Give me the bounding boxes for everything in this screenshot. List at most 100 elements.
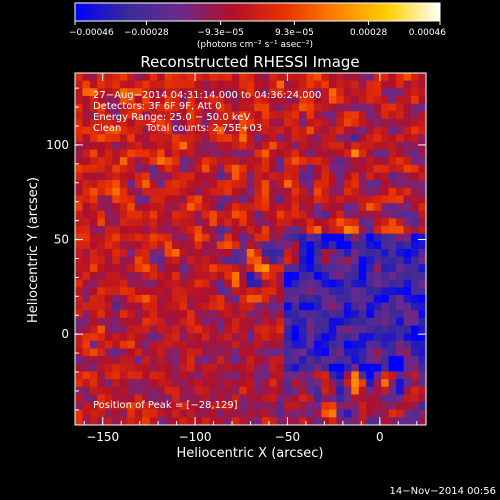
heatmap-cell xyxy=(269,111,278,120)
heatmap-cell xyxy=(381,141,390,150)
heatmap-cell xyxy=(246,210,255,219)
heatmap-cell xyxy=(246,340,255,349)
heatmap-cell xyxy=(291,172,300,181)
heatmap-cell xyxy=(411,249,419,258)
heatmap-cell xyxy=(231,256,240,265)
heatmap-cell xyxy=(179,157,188,166)
heatmap-cell xyxy=(231,218,240,227)
heatmap-cell xyxy=(284,340,292,349)
heatmap-cell xyxy=(231,302,240,311)
heatmap-cell xyxy=(336,203,345,212)
heatmap-cell xyxy=(321,302,330,311)
heatmap-cell xyxy=(373,157,382,166)
heatmap-cell xyxy=(149,187,158,196)
heatmap-cell xyxy=(284,317,292,326)
heatmap-cell xyxy=(396,371,404,380)
heatmap-cell xyxy=(403,241,412,250)
heatmap-cell xyxy=(172,88,180,97)
heatmap-cell xyxy=(246,379,255,388)
heatmap-cell xyxy=(179,371,188,380)
peak-position-text: Position of Peak = [−28,129] xyxy=(93,400,238,411)
heatmap-cell xyxy=(388,233,397,242)
heatmap-cell xyxy=(366,302,375,311)
heatmap-cell xyxy=(179,394,188,403)
heatmap-cell xyxy=(149,379,158,388)
heatmap-cell xyxy=(246,348,255,357)
heatmap-cell xyxy=(336,157,345,166)
heatmap-cell xyxy=(172,371,180,380)
heatmap-cell xyxy=(224,134,233,143)
heatmap-cell xyxy=(336,195,345,204)
heatmap-cell xyxy=(396,379,404,388)
heatmap-cell xyxy=(306,279,315,288)
heatmap-cell xyxy=(104,172,113,181)
heatmap-cell xyxy=(201,95,210,105)
heatmap-cell xyxy=(231,333,240,342)
heatmap-cell xyxy=(89,187,98,196)
heatmap-cell xyxy=(358,271,367,281)
heatmap-cell xyxy=(418,402,426,411)
heatmap-cell xyxy=(97,356,106,365)
heatmap-cell xyxy=(246,363,255,372)
heatmap-cell xyxy=(239,264,248,273)
heatmap-cell xyxy=(313,80,322,89)
heatmap-cell xyxy=(201,118,210,127)
heatmap-cell xyxy=(418,348,426,357)
heatmap-cell xyxy=(381,241,390,250)
heatmap-cell xyxy=(291,394,300,403)
heatmap-cell xyxy=(284,172,292,181)
heatmap-cell xyxy=(157,95,166,105)
heatmap-cell xyxy=(396,73,404,82)
heatmap-cell xyxy=(403,164,412,173)
heatmap-cell xyxy=(388,218,397,227)
heatmap-cell xyxy=(321,187,330,196)
heatmap-cell xyxy=(127,302,136,311)
heatmap-cell xyxy=(411,210,419,219)
heatmap-cell xyxy=(343,95,352,105)
heatmap-cell xyxy=(276,302,285,311)
heatmap-cell xyxy=(351,294,360,303)
heatmap-cell xyxy=(343,310,352,319)
heatmap-cell xyxy=(328,95,337,105)
heatmap-cell xyxy=(261,203,270,212)
heatmap-cell xyxy=(104,317,113,326)
heatmap-cell xyxy=(381,348,390,357)
heatmap-cell xyxy=(284,363,292,372)
heatmap-cell xyxy=(343,294,352,303)
heatmap-cell xyxy=(97,111,106,120)
heatmap-cell xyxy=(164,141,173,150)
heatmap-cell xyxy=(328,103,337,112)
heatmap-cell xyxy=(321,256,330,265)
y-tick-label: 50 xyxy=(54,233,69,247)
heatmap-cell xyxy=(127,134,136,143)
heatmap-cell xyxy=(396,356,404,365)
heatmap-cell xyxy=(403,233,412,242)
heatmap-cell xyxy=(313,103,322,112)
heatmap-cell xyxy=(201,249,210,258)
heatmap-cell xyxy=(239,126,248,135)
heatmap-cell xyxy=(216,363,225,372)
heatmap-cell xyxy=(127,164,136,173)
heatmap-cell xyxy=(411,172,419,181)
heatmap-cell xyxy=(254,379,263,388)
heatmap-cell xyxy=(403,73,412,82)
heatmap-cell xyxy=(239,325,248,334)
heatmap-cell xyxy=(306,256,315,265)
heatmap-cell xyxy=(201,394,210,403)
heatmap-cell xyxy=(89,195,98,204)
heatmap-cell xyxy=(134,210,143,219)
heatmap-cell xyxy=(82,233,91,242)
heatmap-cell xyxy=(299,180,307,189)
heatmap-cell xyxy=(418,141,426,150)
heatmap-cell xyxy=(418,164,426,173)
heatmap-cell xyxy=(358,226,367,235)
heatmap-cell xyxy=(97,256,106,265)
heatmap-cell xyxy=(328,356,337,365)
heatmap-cell xyxy=(127,73,136,82)
heatmap-cell xyxy=(119,249,128,258)
heatmap-cell xyxy=(373,111,382,120)
heatmap-cell xyxy=(306,103,315,112)
heatmap-cell xyxy=(194,402,203,411)
heatmap-cell xyxy=(201,264,210,273)
heatmap-cell xyxy=(284,141,292,150)
